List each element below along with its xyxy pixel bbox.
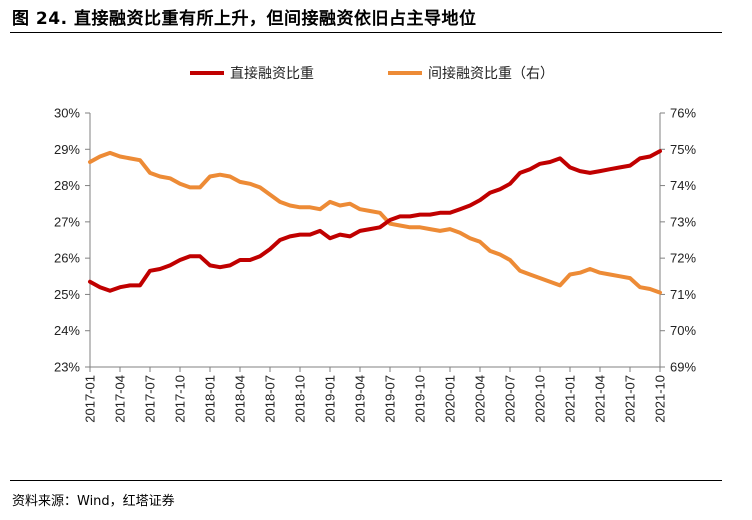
x-tick-label: 2020-07 bbox=[503, 375, 518, 423]
right-tick-label: 71% bbox=[670, 287, 696, 302]
title-rule bbox=[10, 32, 722, 33]
chart-legend: 直接融资比重 间接融资比重（右） bbox=[190, 65, 554, 82]
right-tick-label: 69% bbox=[670, 360, 696, 375]
series-line-direct bbox=[88, 149, 662, 293]
x-tick-label: 2018-10 bbox=[293, 375, 308, 423]
x-tick-label: 2021-10 bbox=[653, 375, 668, 423]
x-tick-label: 2019-01 bbox=[323, 375, 338, 423]
x-tick-label: 2019-04 bbox=[353, 375, 368, 423]
right-tick-label: 75% bbox=[670, 142, 696, 157]
x-tick-label: 2020-01 bbox=[443, 375, 458, 423]
left-tick-label: 27% bbox=[54, 214, 80, 229]
figure-title: 图 24. 直接融资比重有所上升，但间接融资依旧占主导地位 bbox=[12, 9, 477, 29]
right-tick-label: 72% bbox=[670, 251, 696, 266]
x-tick-label: 2017-10 bbox=[173, 375, 188, 423]
legend-label-direct: 直接融资比重 bbox=[230, 65, 314, 82]
chart-axes: 23% 24% 25% 26% 27% 28% 29% 30% 69% 70% 71% 72% 73% 7… bbox=[54, 106, 696, 423]
x-tick-label: 2017-07 bbox=[143, 375, 158, 423]
x-tick-label: 2020-04 bbox=[473, 375, 488, 423]
legend-label-indirect: 间接融资比重（右） bbox=[428, 65, 554, 82]
left-tick-label: 30% bbox=[54, 106, 80, 121]
left-tick-label: 25% bbox=[54, 287, 80, 302]
dual-axis-line-chart: 直接融资比重 间接融资比重（右） 23% 24% 25% 26% 27% 28% 29% 30… bbox=[54, 65, 696, 423]
right-tick-label: 76% bbox=[670, 106, 696, 121]
x-tick-label: 2021-07 bbox=[623, 375, 638, 423]
left-tick-label: 29% bbox=[54, 142, 80, 157]
right-tick-label: 70% bbox=[670, 323, 696, 338]
x-tick-label: 2017-04 bbox=[113, 375, 128, 423]
x-tick-label: 2018-07 bbox=[263, 375, 278, 423]
x-tick-label: 2019-07 bbox=[383, 375, 398, 423]
x-tick-label: 2020-10 bbox=[533, 375, 548, 423]
source-note: 资料来源：Wind，红塔证券 bbox=[12, 494, 175, 509]
x-tick-label: 2017-01 bbox=[83, 375, 98, 423]
right-tick-label: 74% bbox=[670, 178, 696, 193]
x-tick-label: 2018-01 bbox=[203, 375, 218, 423]
x-tick-label: 2021-01 bbox=[563, 375, 578, 423]
right-tick-label: 73% bbox=[670, 214, 696, 229]
left-tick-label: 24% bbox=[54, 323, 80, 338]
x-tick-label: 2019-10 bbox=[413, 375, 428, 423]
x-tick-label: 2018-04 bbox=[233, 375, 248, 423]
source-rule bbox=[10, 480, 722, 481]
series-line-indirect bbox=[88, 150, 662, 295]
left-tick-label: 26% bbox=[54, 251, 80, 266]
left-tick-label: 28% bbox=[54, 178, 80, 193]
left-tick-label: 23% bbox=[54, 360, 80, 375]
x-tick-label: 2021-04 bbox=[593, 375, 608, 423]
chart-series bbox=[88, 149, 662, 295]
